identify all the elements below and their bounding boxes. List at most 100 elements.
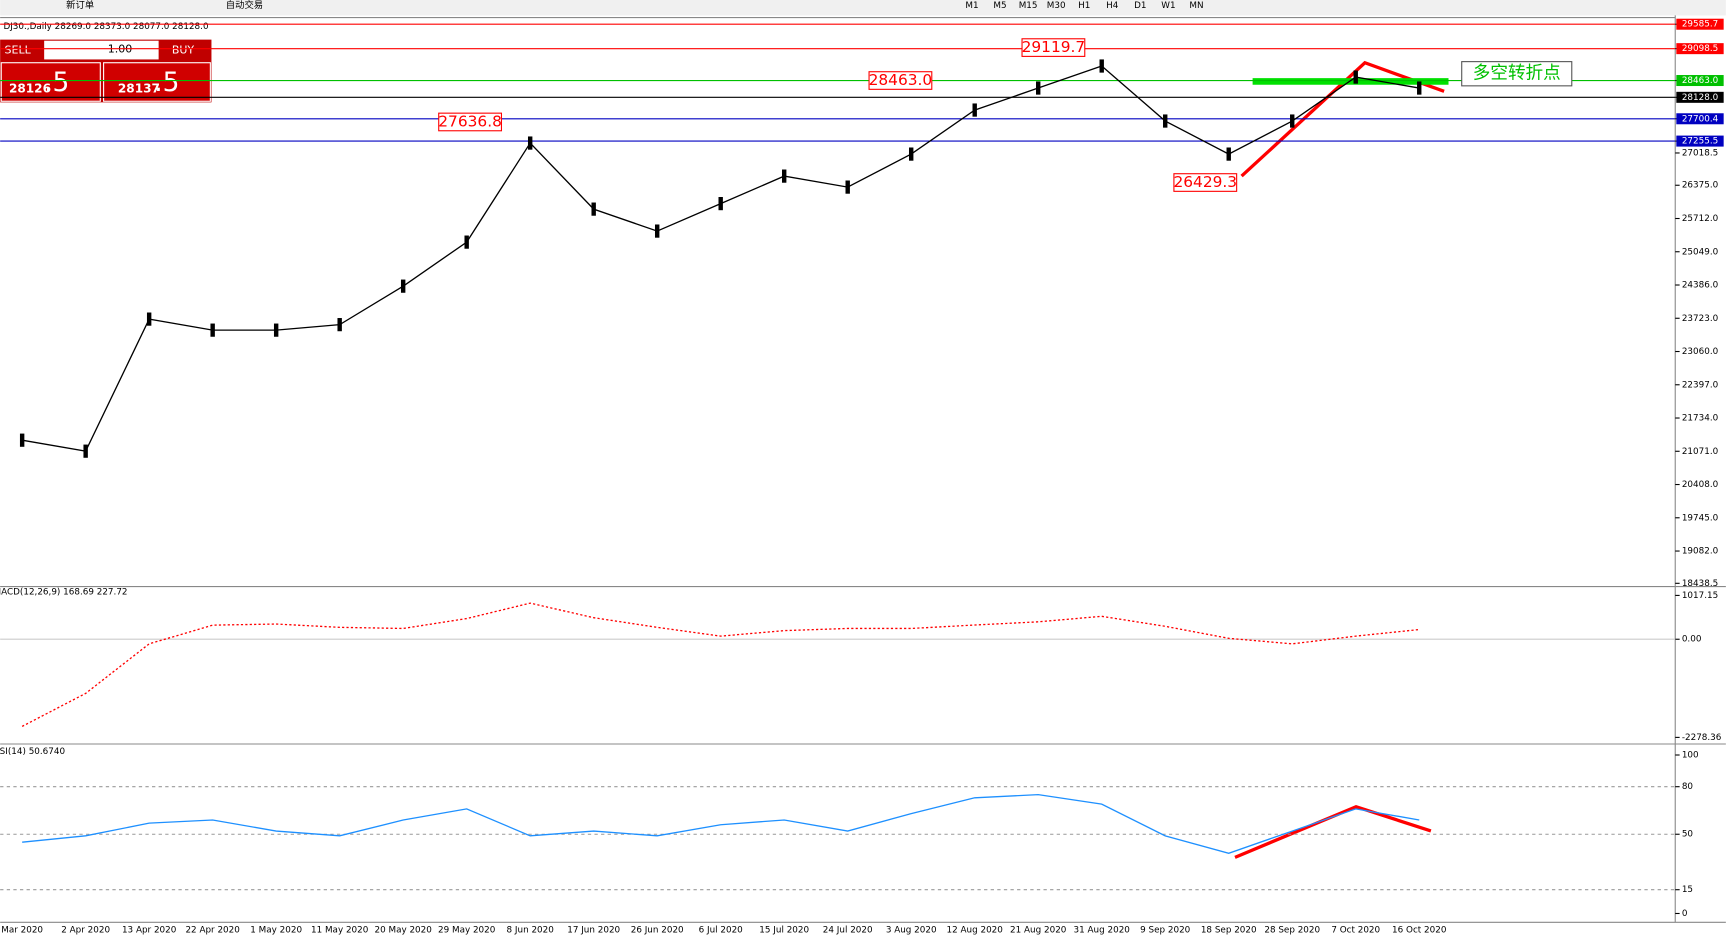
rsi-arrow (1234, 804, 1432, 859)
sell-price: 28126 (9, 82, 51, 96)
sell-fraction: .5 (44, 67, 69, 98)
candle (1036, 81, 1041, 95)
y-tick-label: 29585.7 (1682, 20, 1718, 30)
level-tag (1676, 135, 1724, 147)
y-tick-label: 0 (1682, 909, 1688, 919)
level-tag (1676, 91, 1724, 103)
x-tick-label: 24 Jul 2020 (823, 925, 873, 935)
level-tag (1676, 75, 1724, 87)
y-tick-label: 27700.4 (1682, 114, 1719, 124)
x-tick-label: 16 Oct 2020 (1392, 925, 1447, 935)
note: 多空转折点 (1473, 64, 1561, 84)
annotation: 26429.3 (1173, 173, 1237, 191)
candle (845, 180, 850, 194)
toolbar-button[interactable]: 新订单 (66, 0, 94, 11)
annotation-box (438, 112, 503, 132)
timeframe-button[interactable]: MN (1189, 1, 1203, 11)
annotation: 28463.0 (869, 71, 933, 89)
y-tick-label: 21071.0 (1682, 447, 1719, 457)
y-tick-label: 1017.15 (1682, 591, 1718, 601)
buy-price-box[interactable] (103, 62, 211, 102)
candle (909, 147, 914, 161)
x-tick-label: 20 May 2020 (374, 925, 432, 935)
note-box (1461, 61, 1573, 87)
y-tick-label: 25049.0 (1682, 247, 1719, 257)
candle (1099, 59, 1104, 73)
y-tick-label: 0.00 (1682, 635, 1702, 645)
y-tick-label: 15 (1682, 885, 1693, 895)
y-tick-label: -2278.36 (1682, 733, 1722, 743)
timeframe-button[interactable]: M5 (993, 1, 1006, 11)
timeframe-button[interactable]: M1 (965, 1, 978, 11)
level-tag (1676, 113, 1724, 125)
candle (400, 279, 406, 293)
annotation-box (1173, 173, 1238, 192)
sell-price-box[interactable] (0, 62, 101, 102)
y-tick-label: 20408.0 (1682, 480, 1719, 490)
candle (210, 323, 215, 337)
x-tick-label: 31 Aug 2020 (1074, 925, 1131, 935)
timeframe-button[interactable]: M15 (1019, 1, 1038, 11)
x-tick-label: 28 Sep 2020 (1264, 925, 1320, 935)
x-tick-label: 8 Jun 2020 (507, 925, 555, 935)
level-tag (1676, 43, 1724, 55)
candle (464, 235, 469, 249)
annotation: 27636.8 (438, 112, 502, 130)
candle (1226, 147, 1231, 161)
sell-button[interactable]: SELL (5, 44, 32, 57)
arrows (1234, 60, 1445, 859)
candle (1353, 70, 1358, 84)
x-tick-label: 15 Jul 2020 (759, 925, 809, 935)
annotation: 29119.7 (1022, 38, 1086, 56)
toolbar-button[interactable]: 自动交易 (226, 0, 263, 11)
x-tick-label: 6 Jul 2020 (699, 925, 744, 935)
candle (781, 169, 787, 183)
y-tick-label: 27255.5 (1682, 137, 1718, 147)
buy-button[interactable]: BUY (172, 44, 195, 57)
toolbar (0, 0, 1726, 16)
candle (1290, 114, 1295, 128)
timeframe-button[interactable]: H4 (1106, 1, 1119, 11)
indicator-title: RSI(14) 50.6740 (0, 747, 65, 757)
timeframe-button[interactable]: M30 (1047, 1, 1066, 11)
timeframe-button[interactable]: H1 (1078, 1, 1090, 11)
y-tick-label: 19745.0 (1682, 513, 1719, 523)
x-tick-label: 22 Apr 2020 (185, 925, 240, 935)
lot-box[interactable] (44, 40, 159, 60)
candle (83, 444, 88, 458)
x-tick-label: 13 Apr 2020 (122, 925, 177, 935)
x-tick-label: 21 Aug 2020 (1010, 925, 1067, 935)
level-tag (1676, 18, 1724, 30)
candle (1163, 114, 1168, 128)
y-tick-label: 100 (1682, 751, 1699, 761)
x-tick-label: 2 Apr 2020 (61, 925, 110, 935)
y-tick-label: 23723.0 (1682, 314, 1719, 324)
one-click-panel: SELL 1.00 BUY 28126 .5 28137 .5 (0, 39, 212, 103)
y-tick-label: 19082.0 (1682, 547, 1719, 557)
x-tick-label: 9 Sep 2020 (1140, 925, 1191, 935)
y-tick-label: 27018.5 (1682, 148, 1718, 158)
indicator-line (21, 602, 1420, 727)
y-tick-label: 80 (1682, 782, 1694, 792)
x-tick-label: 3 Aug 2020 (886, 925, 937, 935)
y-tick-label: 24386.0 (1682, 281, 1719, 291)
x-tick-label: 17 Jun 2020 (567, 925, 620, 935)
indicator-line (22, 793, 1420, 854)
price-line (22, 65, 1420, 452)
y-tick-label: 21734.0 (1682, 414, 1719, 424)
buy-fraction: .5 (154, 67, 179, 98)
x-tick-label: 12 Aug 2020 (947, 925, 1004, 935)
candle (591, 202, 596, 216)
timeframe-button[interactable]: W1 (1161, 1, 1175, 11)
x-tick-label: 7 Oct 2020 (1331, 925, 1380, 935)
symbol-header: DJ30.,Daily 28269.0 28373.0 28077.0 2812… (3, 22, 209, 32)
y-tick-label: 29098.5 (1682, 44, 1718, 54)
y-tick-label: 50 (1682, 830, 1694, 840)
x-tick-label: 26 Jun 2020 (631, 925, 684, 935)
candle (972, 103, 977, 117)
candle (1417, 81, 1422, 95)
candle (654, 224, 660, 238)
candle (19, 433, 25, 447)
y-tick-label: 22397.0 (1682, 380, 1719, 390)
timeframe-button[interactable]: D1 (1134, 1, 1146, 11)
